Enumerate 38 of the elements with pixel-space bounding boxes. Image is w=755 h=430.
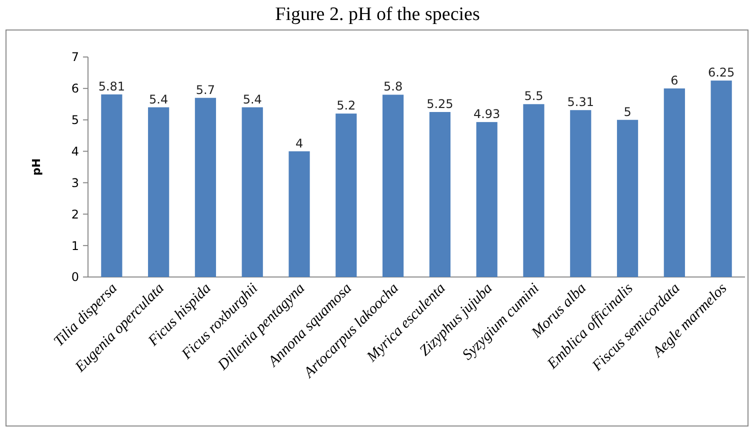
bar [382,94,404,277]
bar [616,120,638,277]
bar [336,114,357,277]
data-label: 5.2 [336,98,356,113]
data-label: 6.25 [708,66,735,80]
y-tick-label: 3 [71,176,79,190]
data-label: 5.31 [567,95,594,110]
data-label: 6 [670,73,678,88]
y-axis-title: pH [30,158,43,176]
data-label: 5.4 [242,92,262,106]
bar [429,112,450,277]
bar [710,80,732,277]
bar [148,107,170,277]
data-label: 5.81 [98,79,126,94]
bar [570,110,592,277]
data-label: 5.25 [426,97,454,111]
y-tick-label: 5 [71,113,79,128]
bar [476,122,498,277]
chart-title: Figure 2. pH of the species [275,4,480,25]
y-tick-label: 2 [71,207,79,222]
data-label: 5.8 [384,80,403,94]
bar [194,98,216,277]
y-tick-label: 4 [71,144,79,158]
data-label: 5.4 [149,92,168,106]
bar [288,151,310,277]
y-tick-label: 1 [71,238,79,253]
bar [664,88,685,277]
data-label: 4 [295,136,304,150]
data-label: 5.7 [196,82,216,97]
y-tick-label: 6 [71,82,79,96]
data-label: 4.93 [473,107,500,122]
y-tick-label: 7 [71,50,79,64]
data-label: 5 [624,104,632,119]
bar [523,104,544,277]
bar [101,94,122,277]
data-label: 5.5 [524,89,544,104]
y-tick-label: 0 [71,270,79,284]
bar [242,107,263,277]
